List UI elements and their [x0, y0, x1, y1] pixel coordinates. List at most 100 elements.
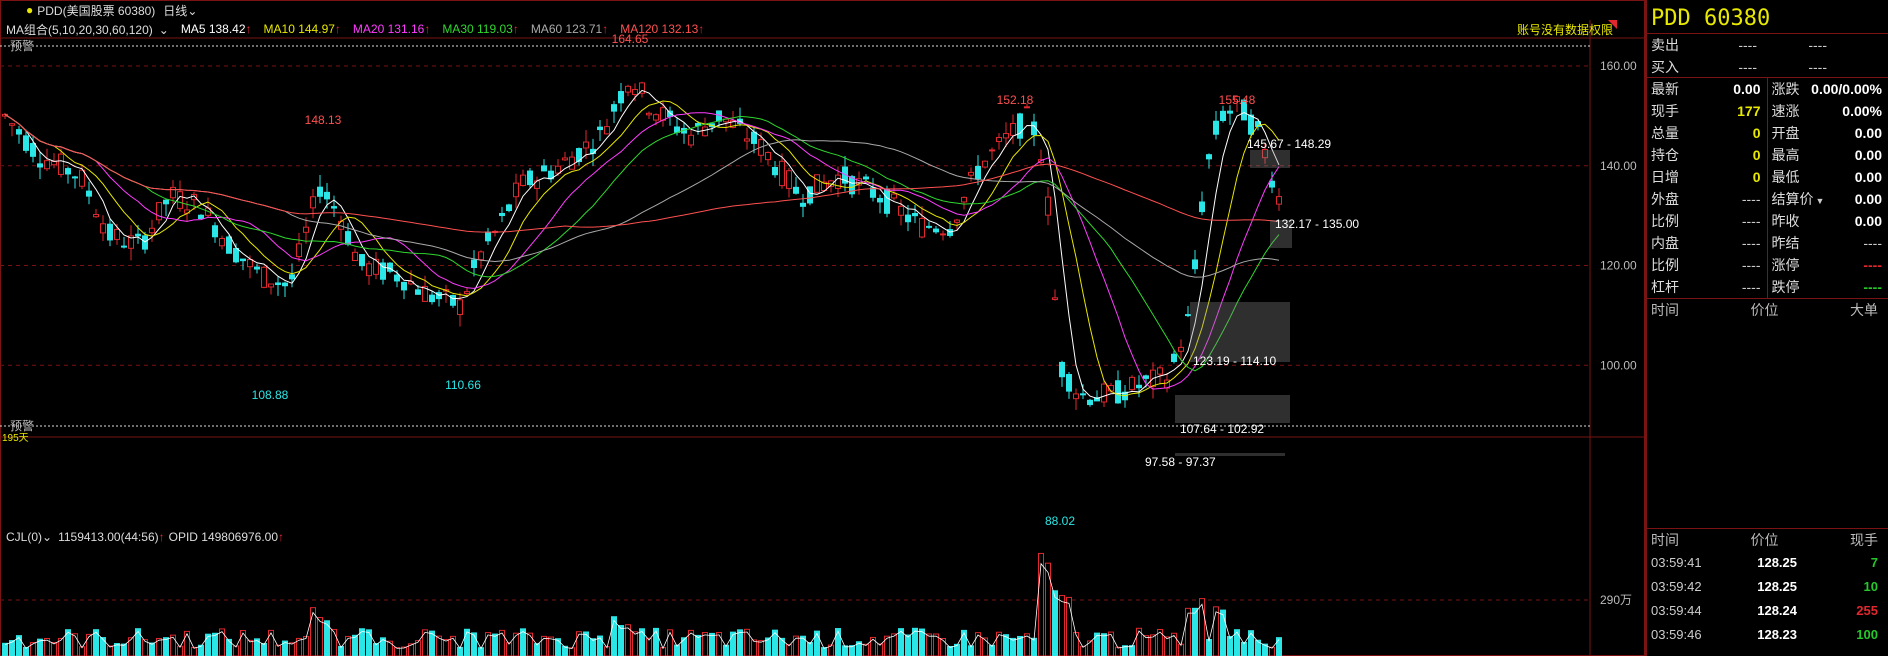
volume-bar: [310, 607, 316, 656]
candle-body: [163, 199, 169, 205]
big-order-header: 时间 价位 大单: [1647, 299, 1888, 321]
tick-row[interactable]: 03:59:44 128.24 255: [1647, 598, 1888, 622]
candle-body: [562, 157, 568, 161]
candle-body: [555, 165, 561, 174]
candle-body: [219, 238, 225, 247]
candle-body: [954, 219, 960, 223]
stat-value: ----: [1863, 279, 1882, 295]
volume-bar: [940, 638, 946, 656]
tick-time: 03:59:46: [1651, 626, 1702, 642]
tick-time: 03:59:44: [1651, 602, 1702, 618]
y-tick-label: 100.00: [1600, 358, 1637, 372]
candle-body: [387, 262, 393, 272]
candle-body: [898, 205, 904, 216]
volume-bar: [2, 642, 8, 656]
volume-bar: [359, 628, 365, 656]
price-zone: [1190, 302, 1290, 362]
stat-label: 最低: [1771, 169, 1800, 185]
kline-chart[interactable]: 160.00140.00120.00100.00预警预警195天164.6514…: [0, 0, 1645, 656]
chart-pane[interactable]: 160.00 140.00 120.00 100.00 预警 预警 195天 164.65 14…: [0, 0, 1645, 656]
candle-body: [303, 226, 309, 233]
buy-row[interactable]: 买入 ---- ----: [1647, 56, 1888, 78]
stat-left: 比例 ----: [1647, 210, 1768, 232]
candle-body: [611, 104, 617, 112]
candle-body: [863, 176, 869, 180]
tick-header: 时间 价位 现手: [1647, 528, 1888, 550]
stat-label: 内盘: [1651, 235, 1679, 251]
candle-body: [884, 189, 890, 214]
candle-body: [940, 233, 946, 236]
sell-volume: ----: [1808, 37, 1827, 53]
volume-bar: [821, 647, 827, 656]
period-selector[interactable]: 日线⌄: [163, 2, 197, 19]
volume-bar: [646, 637, 652, 656]
candle-body: [30, 143, 36, 157]
candle-body: [289, 274, 295, 280]
tick-price: 128.24: [1757, 602, 1797, 618]
volume-bar: [275, 644, 281, 656]
stat-label: 最新: [1651, 81, 1679, 97]
stat-right: 跌停 ----: [1768, 276, 1888, 298]
volume-bar: [947, 645, 953, 656]
chevron-down-icon[interactable]: ⌄: [187, 3, 198, 18]
volume-bar: [555, 638, 561, 656]
tick-row[interactable]: 03:59:41 128.25 7: [1647, 550, 1888, 574]
tick-list[interactable]: 时间 价位 现手 03:59:41 128.25 7 03:59:42 128.25 10…: [1647, 528, 1888, 646]
candle-body: [646, 112, 652, 116]
volume-bar: [779, 637, 785, 656]
volume-bar: [730, 631, 736, 656]
buy-volume: ----: [1808, 58, 1827, 75]
candle-body: [576, 148, 582, 163]
volume-title[interactable]: CJL(0)⌄: [6, 530, 53, 544]
tick-row[interactable]: 03:59:42 128.25 10: [1647, 574, 1888, 598]
candle-body: [1087, 399, 1093, 406]
volume-bar: [1129, 645, 1135, 656]
ma-legend-title[interactable]: MA组合(5,10,20,30,60,120) ⌄: [6, 22, 169, 37]
candle-body: [79, 169, 85, 187]
zone-label: 145.67 - 148.29: [1247, 137, 1331, 151]
volume-ma-line: [4, 562, 1280, 650]
candle-body: [485, 231, 491, 242]
stat-value: 0.00%: [1842, 103, 1882, 119]
stat-label: 持仓: [1651, 147, 1679, 163]
volume-bar: [240, 630, 246, 656]
caret-down-icon[interactable]: ▼: [1815, 196, 1825, 206]
volume-bar: [387, 640, 393, 656]
stat-left: 日增 0: [1647, 166, 1768, 188]
volume-bar: [1031, 637, 1037, 656]
buy-price: ----: [1738, 58, 1757, 75]
arrow-up-icon: ↑: [278, 530, 285, 544]
candle-body: [506, 204, 512, 212]
quote-panel: PDD 60380 卖出 ---- ---- 买入 ---- ---- 最新 0.…: [1645, 0, 1888, 656]
tick-price: 128.25: [1757, 554, 1797, 570]
volume-bar: [961, 629, 967, 656]
chevron-down-icon[interactable]: ⌄: [158, 22, 169, 37]
candle-body: [1101, 383, 1107, 403]
stats-grid: 最新 0.00 涨跌 0.00/0.00% 现手 177 速涨 0.00% 总量 0 开盘 0.00 持…: [1647, 78, 1888, 299]
volume-bar: [1080, 645, 1086, 656]
candle-body: [44, 160, 50, 170]
volume-bar: [268, 629, 274, 656]
volume-value: 1159413.00(44:56)↑: [58, 530, 165, 544]
candle-body: [121, 245, 127, 248]
tick-qty: 7: [1870, 554, 1878, 570]
volume-bar: [471, 632, 477, 656]
candle-body: [198, 214, 204, 220]
ma-legend: MA组合(5,10,20,30,60,120) ⌄ MA5 138.42↑ MA10…: [6, 20, 716, 38]
candle-body: [905, 214, 911, 223]
candle-body: [1115, 380, 1121, 404]
stat-left: 最新 0.00: [1647, 78, 1768, 100]
candle-body: [597, 126, 603, 131]
candle-body: [772, 166, 778, 176]
volume-bar: [37, 638, 43, 656]
volume-bar: [135, 628, 141, 656]
period-label[interactable]: 日线: [163, 3, 188, 18]
candle-body: [1073, 393, 1079, 400]
volume-bar: [1276, 637, 1282, 656]
volume-bar: [527, 632, 533, 656]
candle-body: [926, 225, 932, 228]
stat-value: 0.00: [1854, 147, 1882, 163]
tick-row[interactable]: 03:59:46 128.23 100: [1647, 622, 1888, 646]
volume-bar: [1010, 637, 1016, 656]
sell-row[interactable]: 卖出 ---- ----: [1647, 34, 1888, 56]
